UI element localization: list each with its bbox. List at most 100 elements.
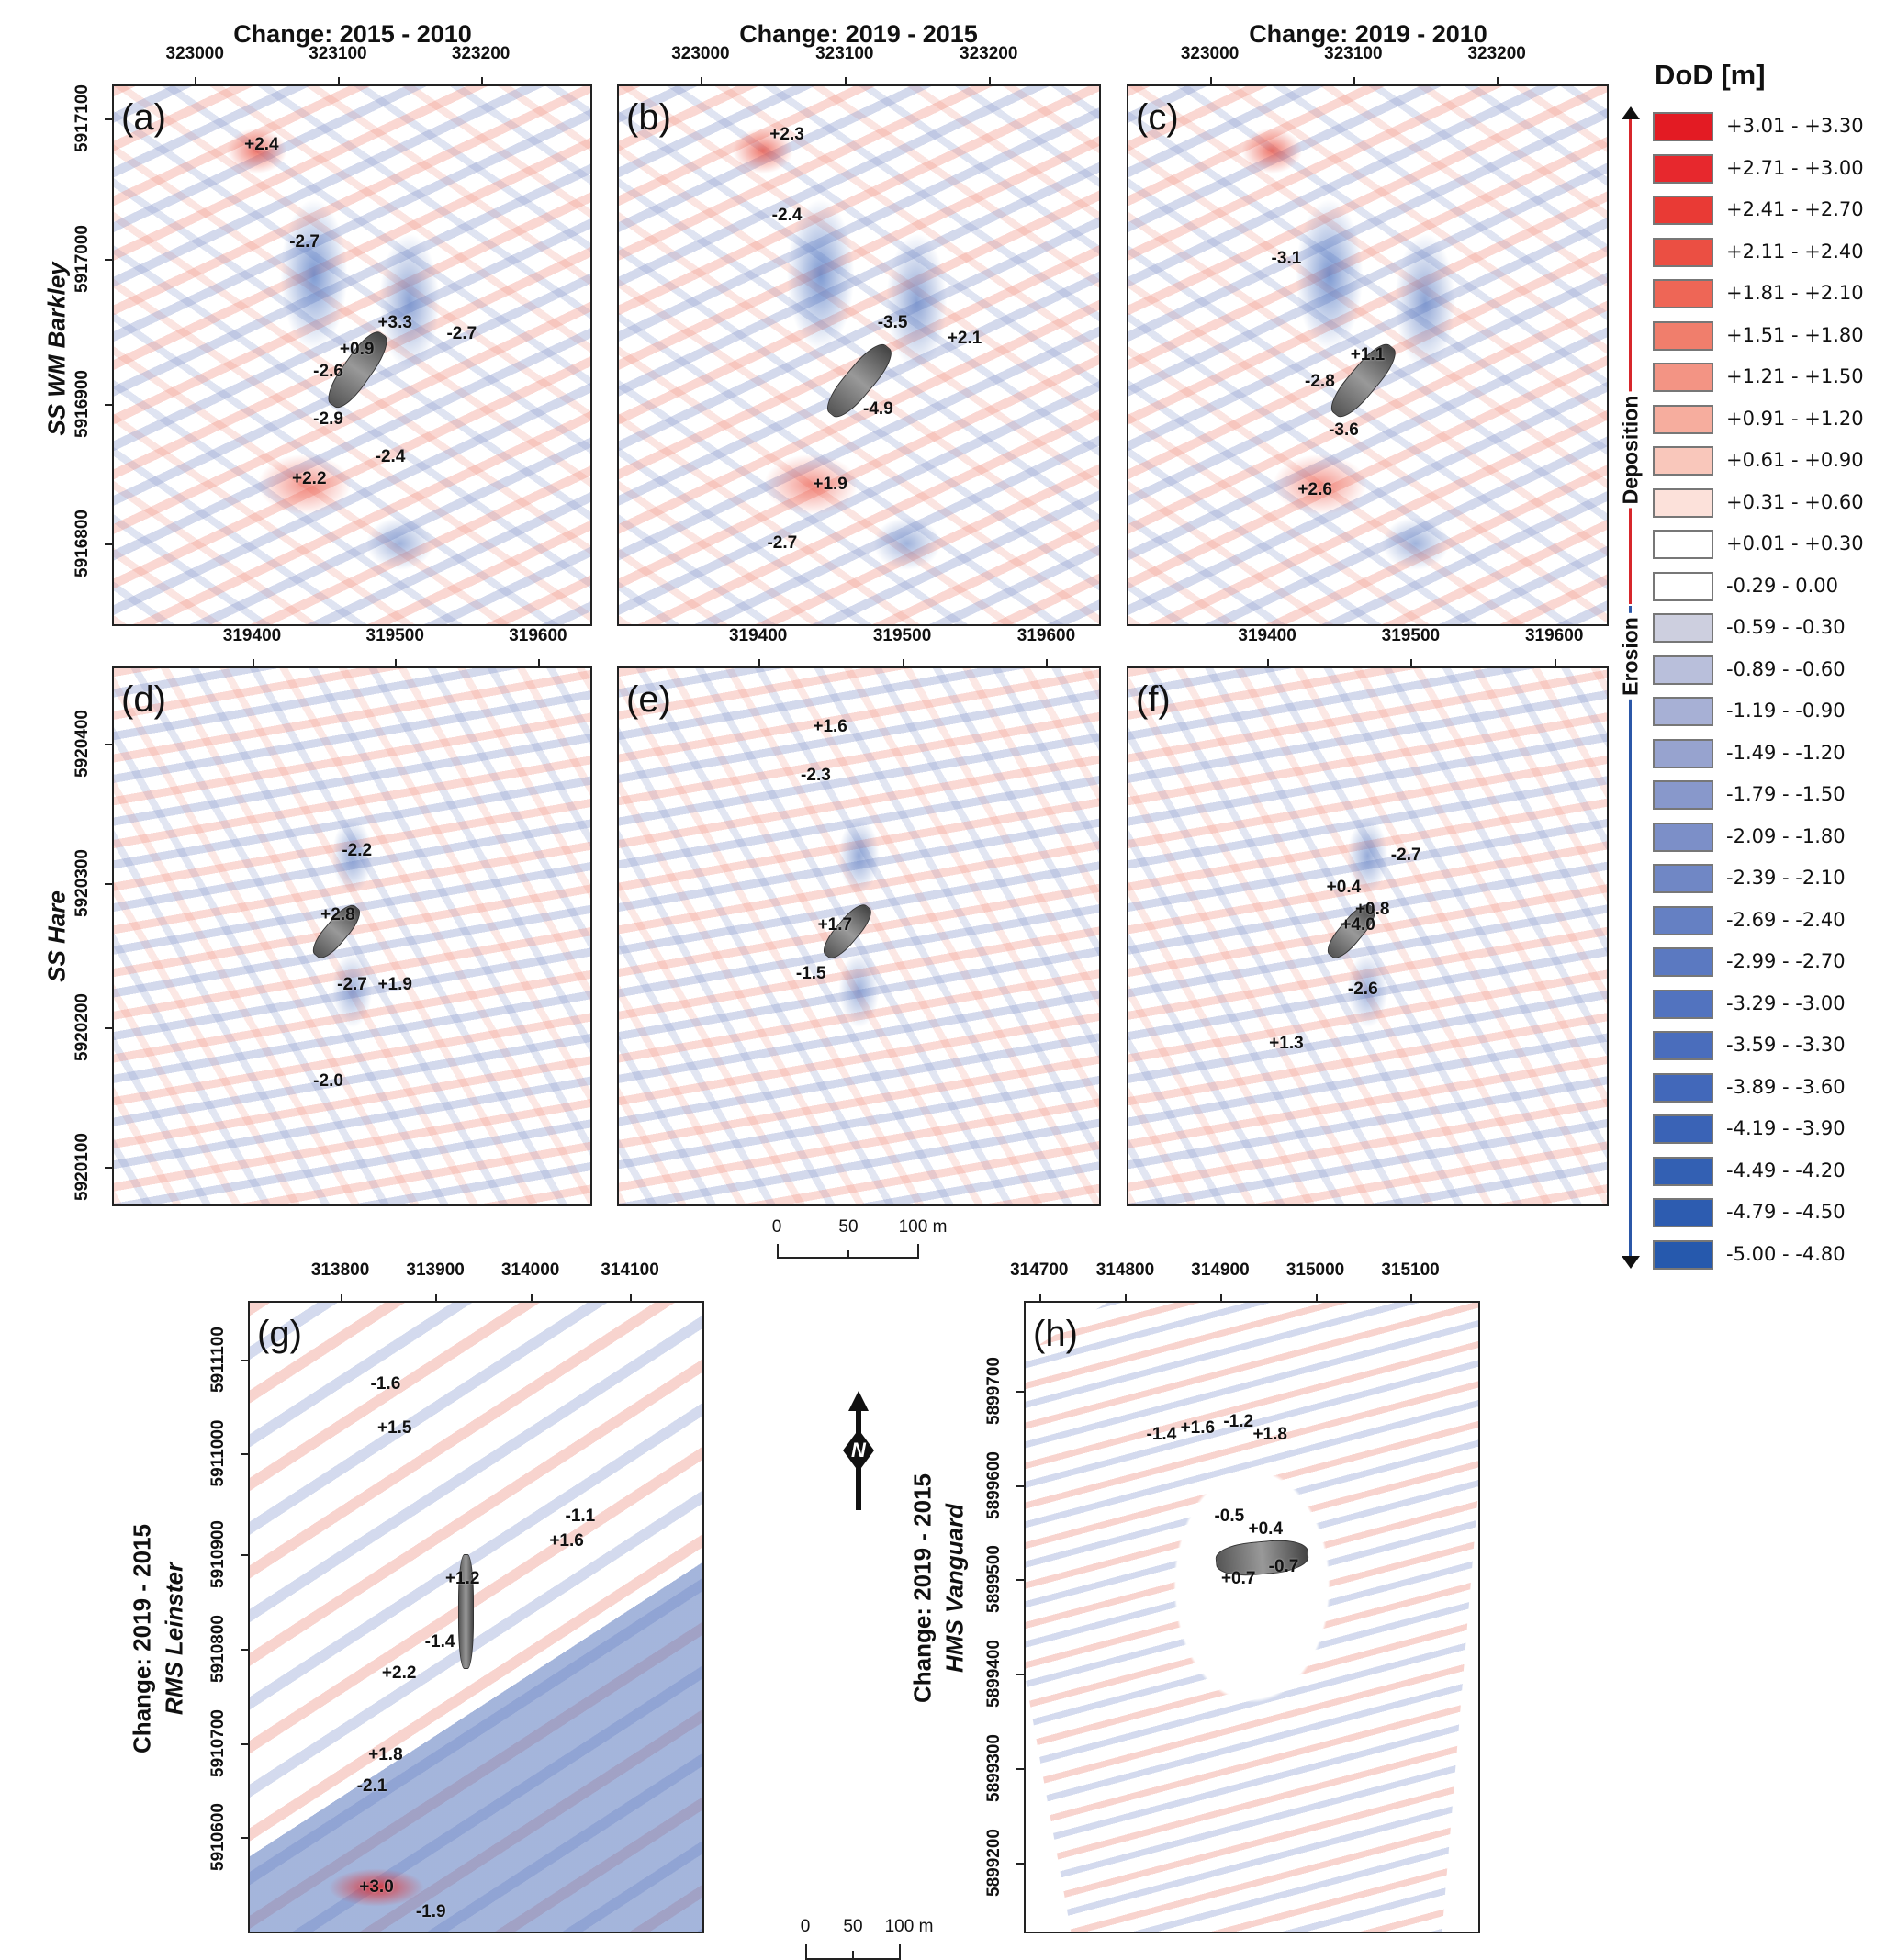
dod-value-label: +2.8 <box>320 904 355 924</box>
y-axis-tick-label: 5910800 <box>208 1614 228 1683</box>
panel-g-wreck-title: RMS Leinster <box>160 1562 188 1716</box>
x-axis-tick <box>1410 659 1413 668</box>
scale-label-100m: 100 m <box>898 1217 948 1237</box>
y-axis-tick-label: 5899600 <box>984 1450 1004 1519</box>
panel-tag: (f) <box>1136 679 1171 720</box>
x-axis-tick-label: 319500 <box>1381 626 1441 645</box>
y-axis-tick <box>105 543 114 546</box>
legend-range-label: -3.29 - -3.00 <box>1726 991 1846 1014</box>
map-panel-h: 314700 314800 314900 315000 315100 5899700 589… <box>984 1260 1480 1933</box>
dod-value-label: +1.9 <box>377 974 412 994</box>
panel-tag: (e) <box>626 679 671 720</box>
legend-swatch <box>1653 1072 1713 1103</box>
legend-swatch <box>1653 864 1713 893</box>
map-panel-b: 323000 323100 323200 (b) +2.3 -2.4 -3.5 +2.1 -4.… <box>617 44 1101 626</box>
dod-value-label: +1.2 <box>444 1569 480 1589</box>
legend-range-label: -4.49 - -4.20 <box>1726 1159 1846 1182</box>
x-axis-tick <box>630 1294 633 1303</box>
dod-value-label: +3.0 <box>359 1877 394 1898</box>
legend-range-label: -1.79 - -1.50 <box>1726 783 1846 805</box>
dod-value-label: -1.5 <box>795 963 826 983</box>
legend-swatch <box>1653 822 1713 852</box>
x-axis-tick-label: 323100 <box>815 44 874 63</box>
x-axis-tick <box>902 659 904 668</box>
x-axis-tick-label: 314100 <box>601 1260 659 1280</box>
arrow-up-icon <box>1622 106 1640 119</box>
x-axis-tick <box>435 1294 438 1303</box>
legend-title: DoD [m] <box>1655 59 1766 91</box>
x-axis-tick-label: 323200 <box>451 44 511 63</box>
dod-value-label: -2.7 <box>767 533 798 554</box>
legend-swatch <box>1653 1031 1713 1060</box>
dod-value-label: -1.4 <box>1146 1424 1177 1444</box>
y-axis-tick-label: 5911100 <box>208 1326 228 1393</box>
legend-range-label: +0.91 - +1.20 <box>1726 407 1864 430</box>
x-axis-tick <box>195 77 197 86</box>
dod-value-label: +1.7 <box>817 915 853 935</box>
legend-swatch <box>1653 655 1713 685</box>
legend-swatch <box>1653 196 1713 225</box>
x-axis-tick-label: 314700 <box>1010 1260 1069 1280</box>
y-axis-tick-label: 5899500 <box>984 1545 1004 1614</box>
x-axis-tick <box>1267 659 1270 668</box>
x-axis-tick-label: 313900 <box>406 1260 465 1280</box>
north-label: N <box>851 1439 866 1462</box>
x-axis-tick-label: 314900 <box>1191 1260 1250 1280</box>
x-axis-tick-label: 323200 <box>960 44 1018 63</box>
x-axis-tick <box>700 77 702 86</box>
dod-value-label: -2.8 <box>1305 372 1335 392</box>
x-axis-tick-label: 313800 <box>310 1260 370 1280</box>
x-axis-tick <box>1554 659 1556 668</box>
row-label-ss-wm-barkley: SS WM Barkley <box>42 262 71 436</box>
legend-swatch <box>1653 905 1713 935</box>
dod-value-label: -1.2 <box>1223 1412 1254 1432</box>
column-title-2019-2010: Change: 2019 - 2010 <box>1249 20 1487 48</box>
x-axis-tick-label: 323000 <box>671 44 730 63</box>
scale-label-50: 50 <box>843 1917 863 1936</box>
x-axis-tick-label: 323100 <box>1324 44 1383 63</box>
y-axis-tick-label: 5910600 <box>208 1803 228 1872</box>
legend-range-label: -5.00 - -4.80 <box>1726 1242 1846 1265</box>
dod-value-label: +1.9 <box>813 474 847 494</box>
dod-value-label: -3.5 <box>877 312 908 332</box>
map-panel-a: 323000 323100 323200 5917100 5917000 5916900 5… <box>73 44 592 626</box>
y-axis-tick-label: 5916800 <box>73 510 92 578</box>
dod-value-label: +1.1 <box>1350 345 1386 364</box>
map-panel-d: 319400 319500 319600 5920400 5920300 5920200 5… <box>73 626 592 1206</box>
x-axis-tick <box>1353 77 1355 86</box>
x-axis-tick <box>1315 1294 1318 1303</box>
panel-tag: (d) <box>121 679 166 720</box>
panel-tag: (b) <box>626 97 671 138</box>
dod-value-label: -1.9 <box>415 1902 446 1922</box>
y-axis-tick-label: 5920100 <box>73 1133 92 1202</box>
arrow-down-icon <box>1622 1256 1640 1269</box>
legend-range-label: -3.59 - -3.30 <box>1726 1034 1846 1056</box>
dod-value-label: +0.7 <box>1220 1569 1256 1589</box>
dod-value-label: +4.0 <box>1341 915 1375 935</box>
panel-tag: (a) <box>121 97 166 138</box>
legend-range-label: -2.39 - -2.10 <box>1726 867 1846 889</box>
y-axis-tick-label: 5917000 <box>73 224 92 293</box>
legend-range-label: +2.11 - +2.40 <box>1726 240 1864 263</box>
legend-range-label: +1.51 - +1.80 <box>1726 323 1864 346</box>
dod-value-label: +2.2 <box>292 468 327 488</box>
legend-swatch <box>1653 279 1713 308</box>
y-axis-tick-label: 5916900 <box>73 369 92 438</box>
y-axis-tick <box>241 1453 250 1456</box>
legend-swatch <box>1653 404 1713 434</box>
legend-range-label: -3.89 - -3.60 <box>1726 1075 1846 1098</box>
legend-swatch <box>1653 153 1713 184</box>
map-panel-e: 319400 319500 319600 (e) +1.6 -2.3 +1.7 -1.5 <box>617 626 1101 1206</box>
dod-value-label: -2.7 <box>289 231 320 252</box>
legend-swatch <box>1653 237 1713 267</box>
y-axis-tick <box>105 882 114 885</box>
legend-swatch <box>1653 947 1713 977</box>
dod-value-label: -2.3 <box>801 765 831 785</box>
x-axis-tick <box>337 77 340 86</box>
legend-swatch <box>1653 487 1713 518</box>
dod-value-label: -3.1 <box>1271 248 1302 268</box>
dod-value-label: +0.9 <box>339 340 375 360</box>
north-arrow-icon: N <box>836 1391 881 1510</box>
y-axis-tick <box>241 1837 250 1840</box>
dod-value-label: -2.4 <box>771 205 803 225</box>
